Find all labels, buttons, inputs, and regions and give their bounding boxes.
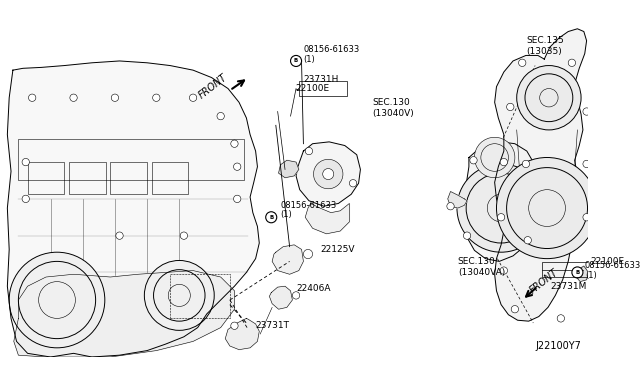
Circle shape [22, 195, 29, 202]
Polygon shape [575, 266, 588, 282]
Text: 23731T: 23731T [255, 321, 289, 330]
Bar [28, 162, 65, 194]
Polygon shape [14, 270, 234, 357]
Circle shape [572, 267, 583, 278]
Text: (13040V): (13040V) [372, 109, 414, 118]
Circle shape [500, 267, 508, 274]
Circle shape [231, 322, 238, 330]
Bar [170, 274, 230, 318]
Circle shape [305, 147, 312, 155]
Text: 22125V: 22125V [320, 245, 355, 254]
Circle shape [583, 214, 590, 221]
Circle shape [579, 267, 587, 274]
Polygon shape [495, 29, 587, 321]
Circle shape [511, 305, 518, 313]
Text: (1): (1) [280, 210, 292, 219]
Text: FRONT: FRONT [528, 267, 561, 296]
Bar [299, 81, 347, 96]
Circle shape [116, 232, 124, 239]
Circle shape [152, 94, 160, 102]
Text: (13040VA): (13040VA) [458, 268, 505, 277]
Circle shape [349, 180, 356, 187]
Circle shape [474, 137, 515, 178]
Text: 23731M: 23731M [550, 282, 586, 291]
Text: FRONT: FRONT [197, 73, 230, 101]
Bar [543, 262, 593, 277]
Polygon shape [269, 286, 292, 309]
Text: SEC.135: SEC.135 [526, 36, 564, 45]
Circle shape [314, 159, 343, 189]
Circle shape [507, 103, 514, 110]
Text: B: B [269, 215, 273, 220]
Text: 08156-61633: 08156-61633 [280, 201, 337, 210]
Circle shape [497, 157, 598, 259]
Polygon shape [448, 192, 467, 208]
Circle shape [180, 232, 188, 239]
Polygon shape [225, 318, 259, 350]
Circle shape [217, 112, 225, 120]
Text: (13035): (13035) [526, 47, 562, 56]
Circle shape [518, 59, 526, 67]
Circle shape [557, 315, 564, 322]
Circle shape [500, 158, 508, 166]
Text: B: B [575, 270, 580, 275]
Circle shape [497, 214, 505, 221]
Circle shape [463, 232, 471, 239]
Text: J22100Y7: J22100Y7 [535, 341, 581, 351]
Text: 22100E: 22100E [296, 84, 330, 93]
Circle shape [568, 59, 575, 67]
Polygon shape [296, 142, 360, 206]
Polygon shape [305, 203, 349, 234]
Text: 08156-61633: 08156-61633 [303, 45, 360, 54]
Polygon shape [272, 245, 303, 274]
Circle shape [189, 94, 196, 102]
Circle shape [234, 195, 241, 202]
Circle shape [292, 292, 300, 299]
Text: 22406A: 22406A [296, 285, 330, 294]
Text: 08156-61633: 08156-61633 [585, 262, 640, 270]
Text: (1): (1) [585, 271, 596, 280]
Text: SEC.130: SEC.130 [372, 98, 410, 107]
Circle shape [234, 163, 241, 170]
Circle shape [145, 260, 214, 330]
Circle shape [303, 250, 312, 259]
Circle shape [70, 94, 77, 102]
Bar [69, 162, 106, 194]
Circle shape [516, 65, 581, 130]
Circle shape [231, 140, 238, 147]
Polygon shape [278, 160, 299, 178]
Circle shape [522, 160, 529, 168]
Text: B: B [294, 58, 298, 64]
Circle shape [111, 94, 118, 102]
Circle shape [291, 55, 301, 67]
Bar [19, 139, 244, 180]
Text: 23731H: 23731H [303, 75, 339, 84]
Circle shape [323, 169, 333, 180]
Bar [152, 162, 189, 194]
Text: SEC.130: SEC.130 [458, 257, 495, 266]
Text: 22100E: 22100E [590, 257, 625, 266]
Circle shape [9, 252, 105, 348]
Circle shape [266, 212, 276, 223]
Circle shape [22, 158, 29, 166]
Circle shape [583, 160, 590, 168]
Circle shape [524, 237, 531, 244]
Bar [110, 162, 147, 194]
Circle shape [447, 202, 454, 210]
Circle shape [29, 94, 36, 102]
Polygon shape [7, 61, 259, 357]
Circle shape [583, 108, 590, 115]
Polygon shape [465, 142, 535, 262]
Text: (1): (1) [303, 55, 315, 64]
Circle shape [457, 164, 545, 252]
Circle shape [470, 157, 477, 164]
